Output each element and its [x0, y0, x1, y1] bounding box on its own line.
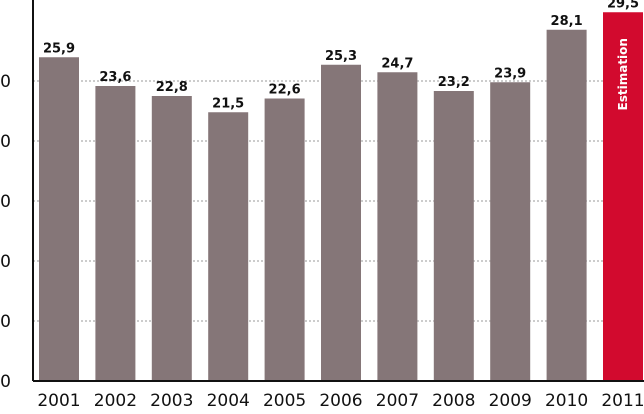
bar	[377, 72, 418, 381]
y-axis-ticks: 0 0 0 0 0 0	[0, 72, 11, 392]
x-tick-label: 2010	[545, 391, 588, 411]
value-label: 22,8	[156, 80, 188, 95]
x-tick-label: 2002	[94, 391, 137, 411]
bar	[433, 91, 474, 381]
x-tick-label: 2005	[263, 391, 306, 411]
value-label: 23,9	[494, 66, 526, 81]
value-label: 29,5	[607, 0, 639, 11]
value-label: 25,3	[325, 49, 357, 64]
bar	[95, 86, 136, 381]
value-label: 23,2	[438, 75, 470, 90]
value-label: 21,5	[212, 96, 244, 111]
bar	[264, 98, 305, 381]
bar	[39, 57, 79, 381]
bar	[321, 64, 361, 381]
axes	[32, 0, 644, 382]
bar	[546, 29, 587, 381]
value-label: 28,1	[551, 14, 583, 29]
bar	[208, 112, 249, 381]
x-tick-label: 2008	[432, 391, 475, 411]
x-tick-label: 2001	[37, 391, 80, 411]
x-tick-label: 2006	[319, 391, 362, 411]
bar	[490, 82, 531, 381]
x-axis-ticks: 2001 2002 2003 2004 2005 2006 2007 2008 2009 2010…	[37, 391, 644, 411]
y-tick-label: 0	[0, 312, 11, 332]
x-tick-label: 2003	[150, 391, 193, 411]
y-tick-label: 0	[0, 252, 11, 272]
x-tick-label: 2009	[489, 391, 532, 411]
value-label: 25,9	[43, 41, 75, 56]
value-label: 22,6	[269, 83, 301, 98]
bar	[151, 96, 192, 381]
value-label: 23,6	[99, 70, 131, 85]
bars: 25,9 23,6 22,8 21,5 22,6 25,3 24,7 23,2 23,9 28,1…	[39, 0, 643, 381]
value-label: 24,7	[381, 56, 413, 71]
y-tick-label: 0	[0, 132, 11, 152]
x-tick-label: 2011	[601, 391, 644, 411]
x-tick-label: 2007	[376, 391, 419, 411]
estimate-badge-label: Estimation	[616, 38, 630, 110]
y-tick-label: 0	[0, 72, 11, 92]
y-tick-label: 0	[0, 192, 11, 212]
bar-estimate	[603, 12, 643, 381]
y-tick-label: 0	[0, 372, 11, 392]
x-tick-label: 2004	[207, 391, 250, 411]
